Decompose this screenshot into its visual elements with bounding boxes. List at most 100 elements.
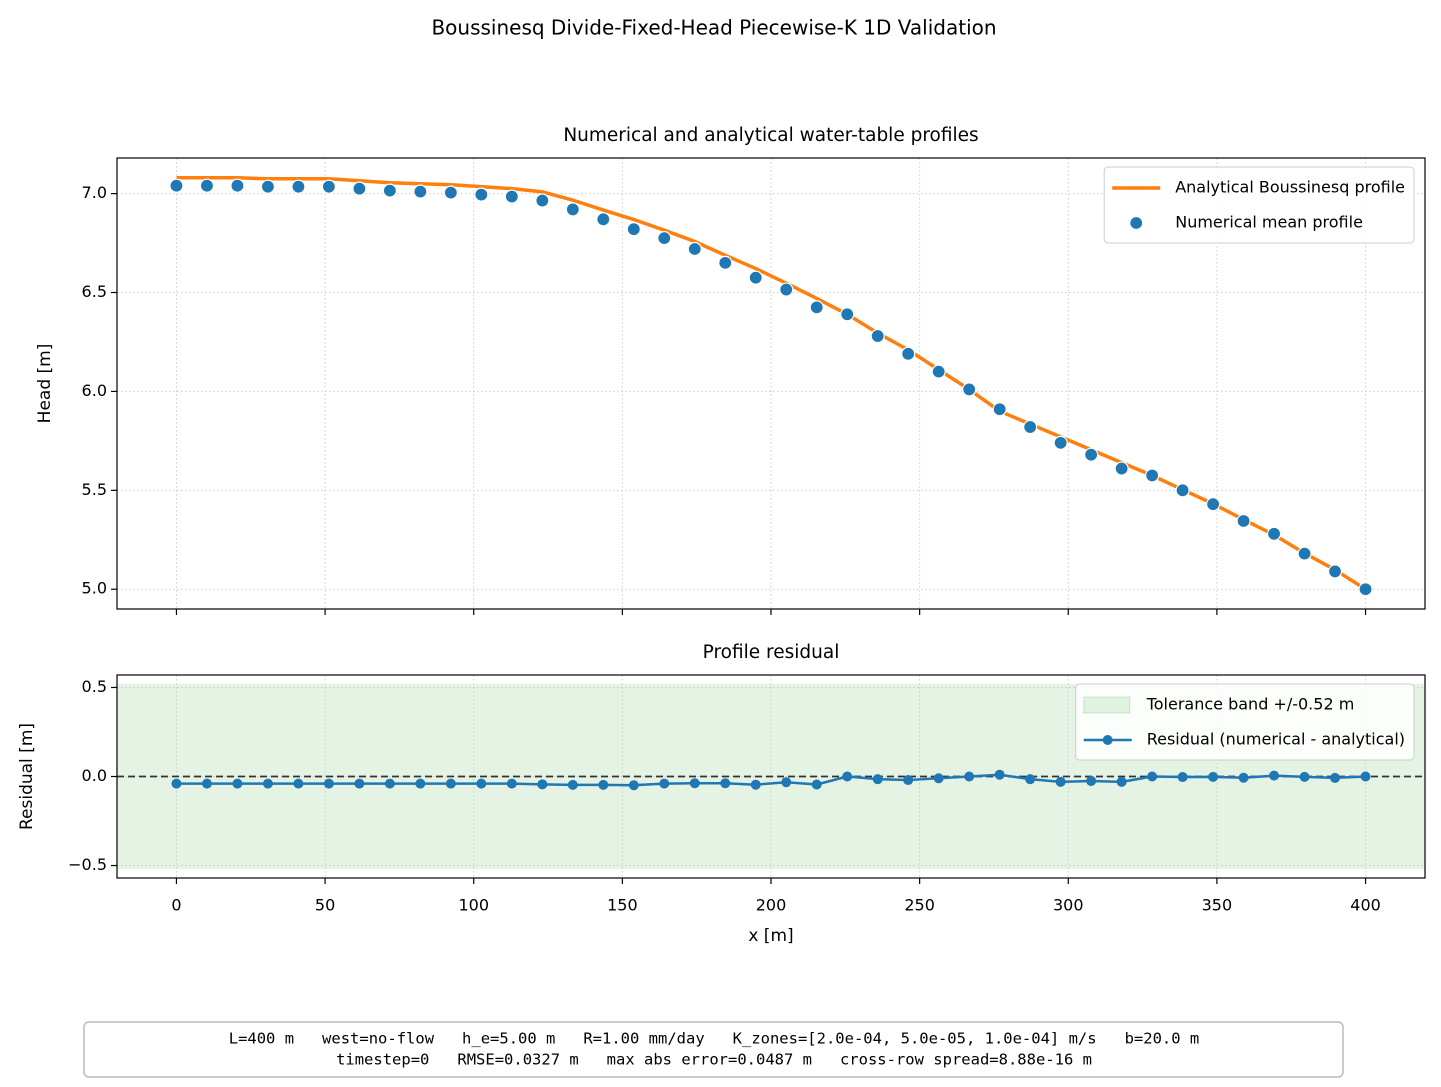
legend-label: Tolerance band +/-0.52 m — [1146, 695, 1355, 714]
y-tick-label: 7.0 — [82, 183, 107, 202]
data-point — [1025, 774, 1036, 785]
data-point — [718, 255, 733, 270]
data-point — [171, 778, 182, 789]
x-tick-label: 300 — [1053, 896, 1084, 915]
data-point — [169, 178, 184, 193]
data-point — [262, 778, 273, 789]
x-tick-label: 400 — [1350, 896, 1381, 915]
legend-label: Numerical mean profile — [1175, 213, 1363, 232]
data-point — [1297, 546, 1312, 561]
x-tick-label: 150 — [607, 896, 638, 915]
x-tick-label: 50 — [315, 896, 335, 915]
data-point — [964, 771, 975, 782]
data-point — [1360, 771, 1371, 782]
data-point — [232, 778, 243, 789]
data-point — [352, 181, 367, 196]
data-point — [1116, 776, 1127, 787]
y-tick-label: 0.0 — [82, 766, 107, 785]
data-point — [1266, 526, 1282, 541]
data-point — [291, 179, 306, 194]
data-point — [931, 364, 946, 379]
data-point — [687, 241, 702, 257]
data-point — [962, 382, 977, 397]
data-point — [840, 307, 855, 322]
data-point — [598, 779, 609, 790]
y-tick-label: 5.5 — [82, 480, 107, 499]
data-point — [689, 778, 700, 789]
axes-frame — [116, 674, 1426, 879]
x-tick-label: 250 — [904, 896, 935, 915]
data-point — [596, 212, 611, 227]
data-point — [199, 178, 215, 193]
data-point — [1053, 435, 1068, 450]
x-tick-label: 200 — [756, 896, 787, 915]
data-point — [1208, 771, 1219, 782]
legend-label: Residual (numerical - analytical) — [1147, 730, 1405, 749]
data-point — [321, 179, 336, 194]
footer-line: timestep=0 RMSE=0.0327 m max abs error=0… — [336, 1051, 1092, 1069]
data-point — [537, 779, 548, 790]
data-point — [933, 773, 944, 784]
data-point — [1023, 419, 1038, 435]
data-point — [809, 300, 824, 315]
data-point — [748, 270, 763, 285]
data-point — [1114, 461, 1129, 476]
data-point — [415, 778, 426, 789]
data-point — [201, 778, 212, 789]
data-point — [443, 185, 458, 200]
data-point — [382, 183, 397, 198]
data-point — [1055, 776, 1066, 787]
legend: Tolerance band +/-0.52 m Residual (numeri… — [1075, 683, 1415, 761]
data-point — [293, 778, 304, 789]
legend-box — [1103, 166, 1415, 244]
data-point — [659, 778, 670, 789]
data-point — [779, 282, 794, 297]
data-point — [1238, 772, 1249, 783]
data-point — [1086, 775, 1097, 786]
data-point — [1206, 497, 1221, 512]
legend-swatch — [1102, 735, 1113, 745]
data-point — [1269, 770, 1280, 781]
data-point — [354, 778, 365, 789]
y-axis-label: Residual [m] — [17, 723, 37, 830]
y-tick-label: 0.5 — [82, 677, 107, 696]
x-tick-label: 100 — [458, 896, 489, 915]
data-point — [1177, 772, 1188, 783]
data-point — [994, 769, 1005, 780]
series-line — [176, 176, 1367, 591]
legend-box — [1075, 683, 1415, 761]
data-point — [230, 178, 245, 193]
data-point — [506, 778, 517, 789]
data-point — [1175, 483, 1190, 498]
y-tick-label: 6.0 — [82, 381, 107, 400]
data-point — [323, 778, 334, 789]
data-point — [901, 346, 916, 361]
data-point — [260, 179, 276, 194]
data-point — [413, 184, 428, 199]
axes-title: Profile residual — [703, 642, 840, 663]
data-point — [872, 774, 883, 785]
data-point — [750, 779, 761, 790]
y-tick-label: 5.0 — [82, 579, 107, 598]
data-point — [1236, 513, 1251, 529]
data-point — [1358, 582, 1373, 597]
legend-swatch — [1083, 696, 1131, 714]
data-point — [384, 778, 395, 789]
series-line — [176, 773, 1366, 787]
data-point — [870, 328, 885, 344]
data-point — [992, 402, 1007, 417]
y-axis-label: Head [m] — [35, 344, 55, 424]
x-tick-label: 0 — [171, 896, 181, 915]
data-point — [781, 777, 792, 788]
x-tick-label: 350 — [1202, 896, 1233, 915]
data-point — [474, 187, 489, 202]
legend: Analytical Boussinesq profile Numerical m… — [1103, 166, 1415, 244]
data-point — [504, 189, 519, 204]
data-point — [1327, 564, 1343, 579]
data-point — [903, 775, 914, 786]
data-point — [628, 780, 639, 791]
data-point — [811, 779, 822, 790]
data-point — [535, 193, 550, 208]
